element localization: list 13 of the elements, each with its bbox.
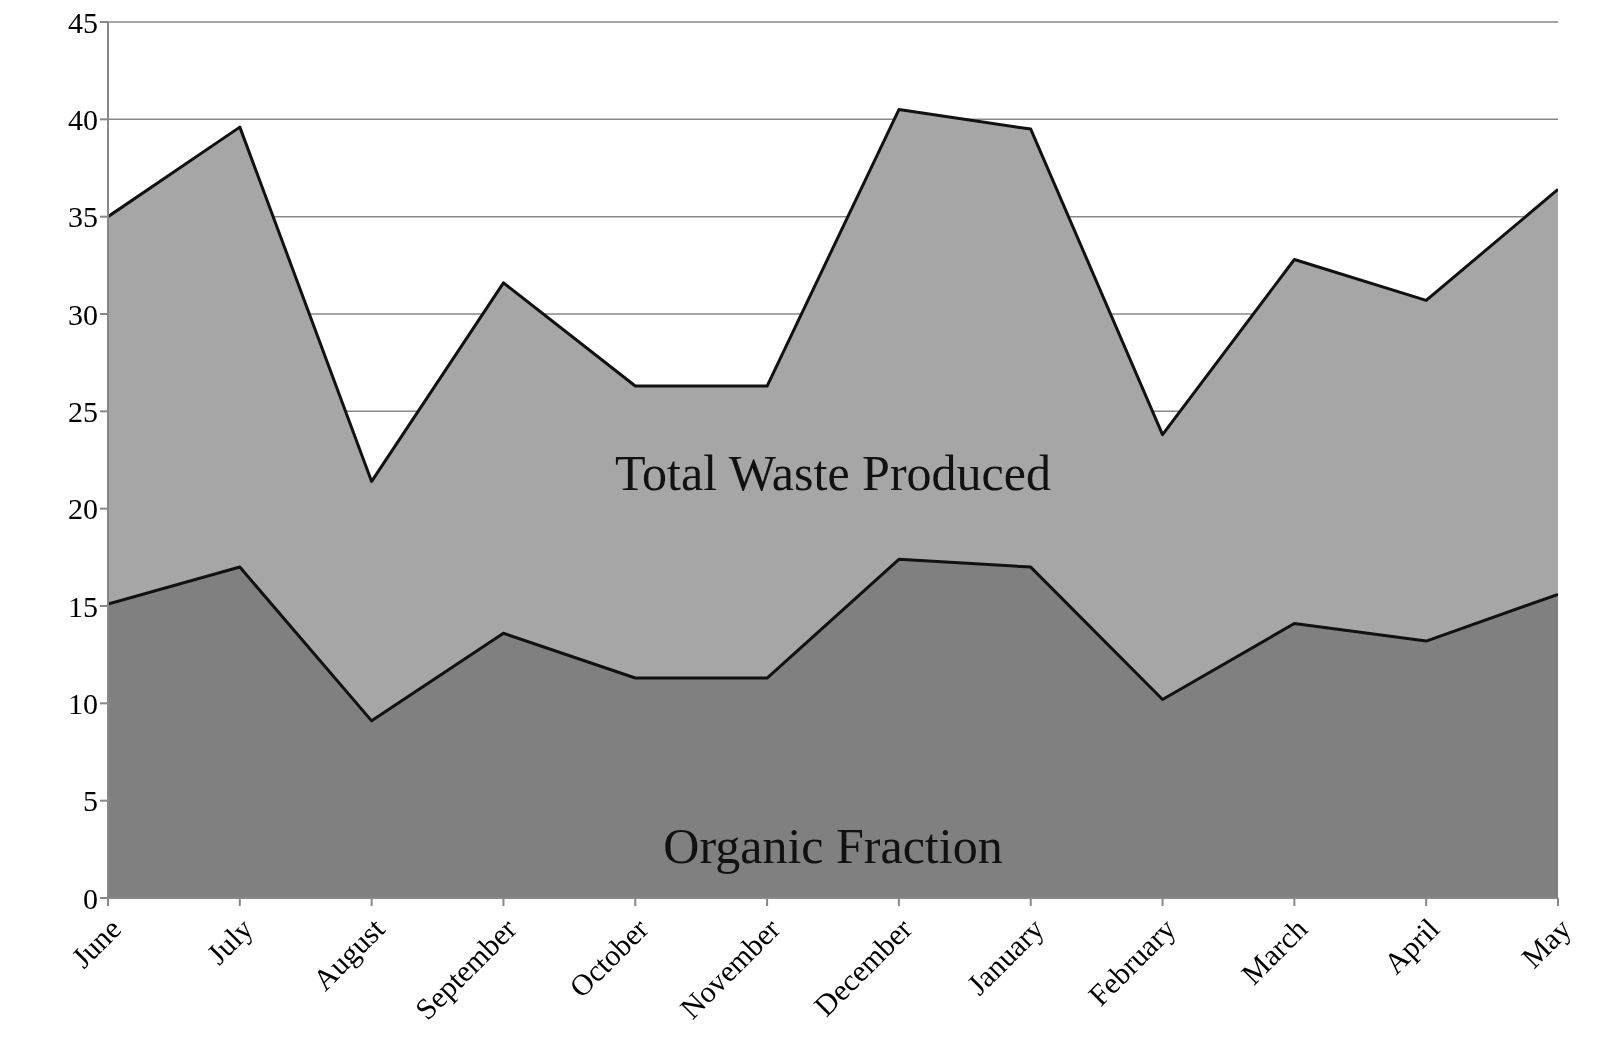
series-label: Total Waste Produced xyxy=(615,443,1051,502)
series-label: Organic Fraction xyxy=(663,817,1003,876)
y-tick-label: 35 xyxy=(68,200,98,234)
y-tick-label: 25 xyxy=(68,394,98,428)
x-tick-label: May xyxy=(1514,911,1578,974)
y-tick-label: 10 xyxy=(68,686,98,720)
y-tick-label: 5 xyxy=(83,784,98,818)
x-tick-label: July xyxy=(200,911,259,971)
y-tick-label: 20 xyxy=(68,492,98,526)
y-tick-label: 40 xyxy=(68,102,98,136)
y-tick-label: 30 xyxy=(68,297,98,331)
y-tick-label: 45 xyxy=(68,5,98,39)
y-tick-label: 15 xyxy=(68,589,98,623)
